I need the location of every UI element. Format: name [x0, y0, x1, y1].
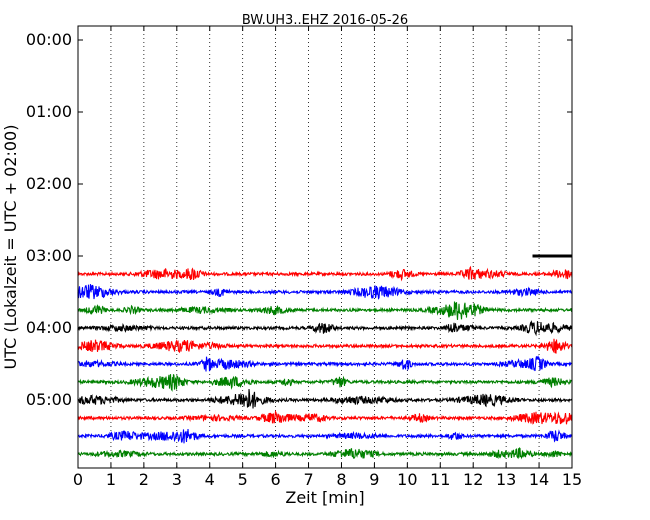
y-tick-label: 04:00: [26, 318, 72, 337]
plot-frame: [77, 25, 573, 469]
y-tick-label: 03:00: [26, 246, 72, 265]
trace-group: [77, 254, 573, 460]
x-tick-label: 12: [463, 470, 483, 489]
x-tick-label: 3: [172, 470, 182, 489]
x-tick-label: 4: [205, 470, 215, 489]
seismic-trace: [77, 428, 573, 444]
x-tick-label: 0: [73, 470, 83, 489]
x-axis: 0 1 2 3 4 5 6 7 8 9 10 11 12 13 14 15: [73, 26, 582, 489]
x-tick-label: 11: [430, 470, 450, 489]
x-tick-label: 10: [397, 470, 417, 489]
x-axis-label: Zeit [min]: [285, 488, 364, 507]
seismic-trace: [77, 389, 573, 409]
seismic-trace: [77, 374, 573, 392]
y-tick-label: 00:00: [26, 30, 72, 49]
x-tick-label: 5: [238, 470, 248, 489]
x-gridlines: [110, 26, 540, 468]
x-tick-label: 15: [562, 470, 582, 489]
seismic-trace: [77, 338, 573, 354]
seismic-trace: [77, 265, 573, 282]
seismic-trace: [77, 447, 573, 460]
y-tick-label: 01:00: [26, 102, 72, 121]
x-tick-label: 7: [303, 470, 313, 489]
x-tick-label: 6: [271, 470, 281, 489]
x-tick-label: 8: [336, 470, 346, 489]
x-tick-label: 9: [369, 470, 379, 489]
x-tick-label: 2: [139, 470, 149, 489]
x-tick-label: 1: [106, 470, 116, 489]
plot-area: [78, 26, 572, 468]
seismic-trace: [77, 284, 573, 300]
y-axis-label: UTC (Lokalzeit = UTC + 02:00): [1, 125, 20, 370]
seismic-trace: [77, 319, 573, 337]
x-tick-label: 13: [496, 470, 516, 489]
chart-title: BW.UH3..EHZ 2016-05-26: [242, 13, 408, 28]
y-axis: 00:00 01:00 02:00 03:00 04:00 05:00: [26, 30, 572, 409]
y-tick-label: 05:00: [26, 390, 72, 409]
seismic-trace: [77, 409, 573, 425]
seismic-trace: [77, 301, 573, 320]
seismic-trace: [77, 355, 572, 372]
y-tick-label: 02:00: [26, 174, 72, 193]
x-tick-label: 14: [529, 470, 549, 489]
